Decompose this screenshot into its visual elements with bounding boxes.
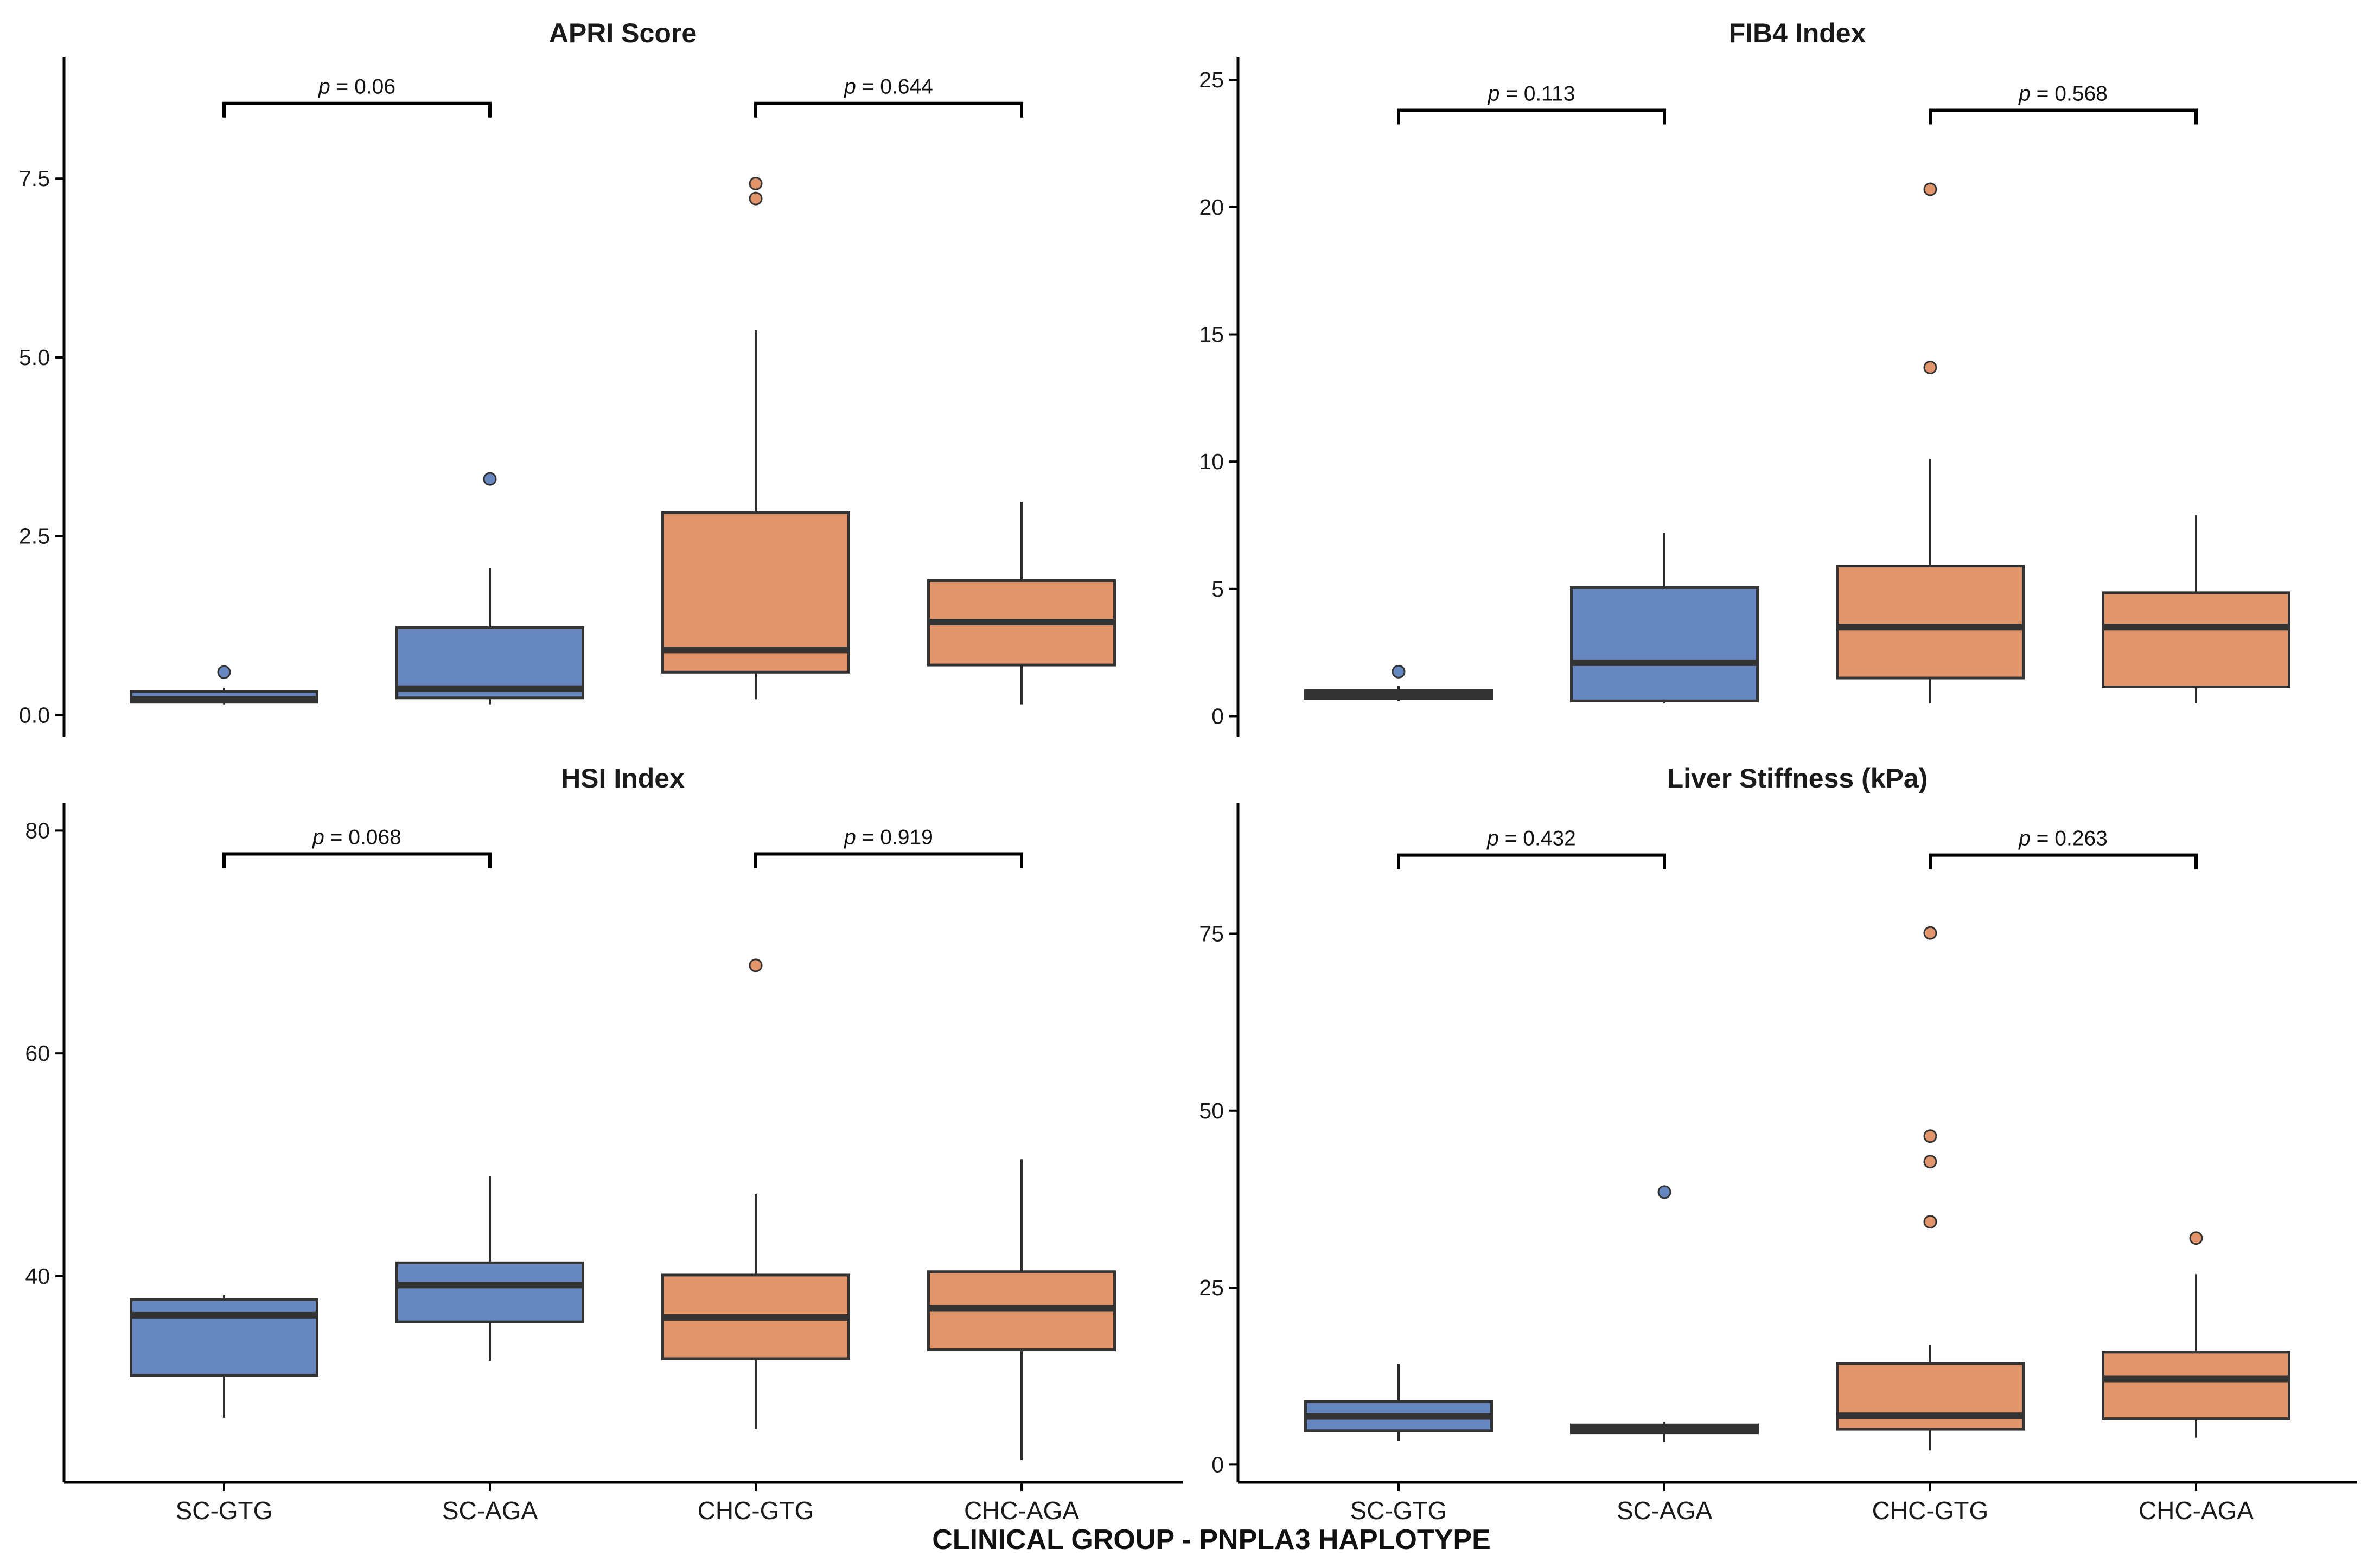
p-value-label: p = 0.068 — [312, 825, 401, 849]
y-tick-label: 25 — [1199, 67, 1224, 92]
x-tick-label: SC-AGA — [442, 1496, 538, 1525]
x-tick-label: CHC-GTG — [698, 1496, 814, 1525]
x-tick-label: CHC-AGA — [964, 1496, 1079, 1525]
panel-apri-score: APRI Score 0.0 2.5 5.0 7.5 p = 0.06 p = 0.644 — [19, 18, 1116, 737]
box-chc-gtg — [1836, 926, 2025, 1451]
panel-fib4-index: FIB4 Index 0 5 10 15 20 25 p = 0.113 p = 0.568 — [1199, 18, 2290, 737]
x-tick-label: SC-GTG — [1350, 1496, 1447, 1525]
significance-bracket — [1929, 853, 2198, 869]
p-value-label: p = 0.919 — [844, 825, 933, 849]
significance-bracket — [222, 101, 492, 118]
box-chc-gtg — [661, 176, 850, 700]
box-chc-gtg — [661, 958, 850, 1429]
outlier-point — [1923, 361, 1937, 375]
box-sc-gtg — [130, 1295, 318, 1418]
outlier-point — [1923, 182, 1937, 196]
y-tick-label: 60 — [25, 1041, 50, 1066]
iqr-box — [661, 511, 850, 674]
panel-liver-stiffness: Liver Stiffness (kPa) 0 25 50 75 SC-GTG SC-AGA… — [1199, 763, 2357, 1525]
y-tick-label: 40 — [25, 1264, 50, 1289]
y-tick-label: 15 — [1199, 322, 1224, 347]
outlier-point — [1923, 1129, 1937, 1143]
box-sc-aga — [1570, 1185, 1759, 1442]
x-tick-label: SC-GTG — [176, 1496, 273, 1525]
y-tick-label: 20 — [1199, 195, 1224, 220]
significance-bracket — [1397, 853, 1666, 869]
box-chc-aga — [927, 502, 1116, 705]
p-value-label: p = 0.06 — [318, 75, 395, 99]
outlier-point — [1923, 926, 1937, 940]
y-tick-label: 10 — [1199, 449, 1224, 474]
outlier-point — [2189, 1231, 2203, 1245]
significance-bracket — [222, 852, 492, 868]
box-sc-gtg — [1304, 664, 1493, 701]
x-tick-label: CHC-GTG — [1872, 1496, 1989, 1525]
panel-title: APRI Score — [549, 18, 697, 48]
p-value-label: p = 0.644 — [844, 75, 933, 99]
box-chc-aga — [927, 1159, 1116, 1460]
iqr-box — [2102, 1351, 2290, 1420]
iqr-box — [130, 1298, 318, 1377]
p-value-label: p = 0.568 — [2018, 82, 2108, 106]
outlier-point — [749, 176, 763, 190]
box-sc-aga — [395, 1176, 584, 1361]
panel-title: Liver Stiffness (kPa) — [1667, 763, 1928, 793]
y-tick-label: 75 — [1199, 921, 1224, 946]
iqr-box — [395, 1261, 584, 1323]
box-chc-aga — [2102, 1231, 2290, 1438]
panel-hsi-index: HSI Index 40 60 80 SC-GTG SC-AGA CHC-GTG CHC-AG… — [25, 763, 1183, 1525]
p-value-label: p = 0.432 — [1486, 827, 1576, 850]
y-tick-label: 0 — [1211, 1452, 1224, 1477]
outlier-point — [483, 472, 497, 486]
box-sc-gtg — [1304, 1364, 1493, 1441]
outlier-point — [1392, 664, 1406, 679]
outlier-point — [1923, 1215, 1937, 1229]
iqr-box — [1836, 565, 2025, 680]
outlier-point — [749, 191, 763, 206]
box-sc-gtg — [130, 665, 318, 705]
y-tick-label: 5.0 — [19, 345, 50, 370]
y-tick-label: 0.0 — [19, 702, 50, 727]
panel-title: FIB4 Index — [1729, 18, 1866, 48]
outlier-point — [1923, 1155, 1937, 1169]
significance-bracket — [1397, 108, 1666, 125]
y-tick-label: 25 — [1199, 1275, 1224, 1300]
iqr-box — [1570, 586, 1759, 702]
y-tick-label: 7.5 — [19, 166, 50, 191]
y-tick-label: 50 — [1199, 1098, 1224, 1123]
y-tick-label: 5 — [1211, 577, 1224, 601]
p-value-label: p = 0.113 — [1488, 82, 1575, 106]
y-tick-label: 2.5 — [19, 524, 50, 549]
iqr-box — [2102, 591, 2290, 688]
iqr-box — [1836, 1362, 2025, 1431]
box-chc-gtg — [1836, 182, 2025, 703]
significance-bracket — [754, 852, 1023, 868]
box-chc-aga — [2102, 515, 2290, 703]
box-sc-aga — [1570, 533, 1759, 703]
panel-title: HSI Index — [561, 763, 685, 793]
y-tick-label: 80 — [25, 818, 50, 843]
significance-bracket — [754, 101, 1023, 118]
y-tick-label: 0 — [1211, 703, 1224, 728]
outlier-point — [217, 665, 231, 679]
outlier-point — [749, 958, 763, 972]
outlier-point — [1657, 1185, 1671, 1199]
x-tick-label: SC-AGA — [1617, 1496, 1713, 1525]
p-value-label: p = 0.263 — [2018, 827, 2108, 850]
x-tick-label: CHC-AGA — [2139, 1496, 2254, 1525]
significance-bracket — [1929, 108, 2198, 125]
x-axis-title: CLINICAL GROUP - PNPLA3 HAPLOTYPE — [932, 1524, 1491, 1556]
box-sc-aga — [395, 472, 584, 705]
